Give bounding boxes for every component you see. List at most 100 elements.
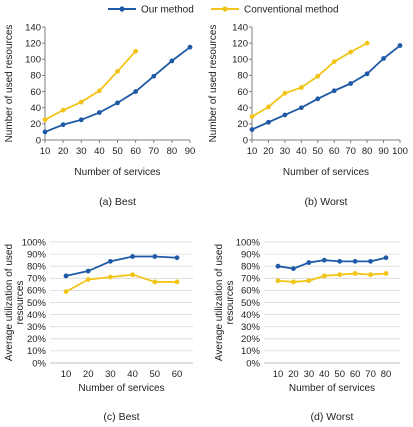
data-point-our-method — [383, 255, 389, 261]
data-point-our-method — [331, 88, 337, 94]
data-point-our-method — [321, 257, 327, 263]
x-tick-label: 90 — [185, 146, 196, 157]
data-point-our-method — [60, 122, 66, 128]
x-tick-label: 30 — [76, 146, 87, 157]
y-tick-label: 120 — [232, 38, 248, 49]
y-tick-label: 100% — [22, 237, 47, 248]
y-tick-label: 20 — [237, 119, 248, 130]
x-tick-label: 40 — [94, 146, 105, 157]
data-point-conventional-method — [282, 90, 288, 96]
x-tick-label: 30 — [304, 369, 315, 380]
data-point-our-method — [151, 73, 157, 79]
y-tick-label: 140 — [232, 22, 248, 33]
x-tick-label: 80 — [167, 146, 178, 157]
series-line-our-method — [251, 44, 401, 131]
data-point-conventional-method — [115, 68, 120, 74]
x-tick-label: 50 — [150, 369, 161, 380]
x-tick-label: 10 — [40, 146, 51, 157]
chart-panel-3: 0%10%20%30%40%50%60%70%80% 90%100% 10 20 30 4… — [214, 237, 400, 423]
y-tick-label: 80 — [30, 71, 41, 82]
data-point-conventional-method — [364, 40, 370, 46]
series-line-conventional-method — [65, 273, 177, 293]
y-tick-label: 90% — [27, 249, 47, 260]
y-tick-label: 50% — [241, 298, 261, 309]
legend: Our method Conventional method — [108, 5, 339, 16]
data-point-our-method — [85, 268, 91, 274]
series-line-our-method — [44, 46, 191, 133]
y-tick-label: 100% — [236, 237, 261, 248]
series-line-conventional-method — [44, 50, 137, 121]
y-tick-label: 80% — [241, 262, 261, 273]
data-point-conventional-method — [152, 279, 158, 285]
x-tick-label: 40 — [296, 146, 307, 157]
data-point-conventional-method — [368, 272, 373, 278]
x-tick-label: 30 — [105, 369, 116, 380]
y-tick-label: 60 — [237, 87, 248, 98]
data-point-conventional-method — [331, 59, 337, 65]
data-point-conventional-method — [321, 273, 327, 279]
x-tick-label: 30 — [280, 146, 291, 157]
data-point-our-method — [266, 119, 271, 125]
data-point-conventional-method — [348, 49, 354, 55]
x-tick-label: 60 — [350, 369, 361, 380]
data-point-conventional-method — [315, 73, 321, 79]
y-tick-label: 60 — [30, 87, 41, 98]
y-axis-label: Average utilization of usedresources — [4, 244, 26, 361]
y-tick-label: 50% — [27, 298, 47, 309]
y-axis-label: Average utilization of usedresources — [214, 244, 236, 361]
x-tick-label: 10 — [61, 369, 72, 380]
data-point-conventional-method — [337, 272, 343, 278]
data-point-our-method — [133, 89, 139, 94]
chart-caption: (d) Worst — [311, 411, 354, 423]
y-tick-label: 140 — [25, 22, 41, 33]
x-tick-label: 60 — [130, 146, 141, 157]
data-point-our-method — [282, 112, 288, 118]
y-tick-label: 90% — [241, 249, 261, 260]
chart-panel-0: 0 20 40 60 80 100 120 140 10 20 30 40 50 60 70 80 90 Numb… — [4, 22, 195, 208]
data-point-our-method — [130, 254, 136, 259]
x-axis-label: Number of services — [289, 383, 375, 394]
y-axis-label: Number of used resources — [208, 25, 219, 143]
y-tick-label: 40 — [30, 103, 41, 114]
x-tick-label: 70 — [345, 146, 356, 157]
data-point-conventional-method — [266, 104, 271, 110]
data-point-our-method — [187, 44, 193, 50]
series-line-our-method — [65, 255, 178, 277]
chart-panel-2: 0%10%20%30%40%50%60%70%80% 90%100% 10 20 30 4… — [4, 237, 193, 423]
chart-caption: (c) Best — [103, 411, 139, 423]
data-point-conventional-method — [108, 274, 113, 280]
x-tick-label: 60 — [172, 369, 183, 380]
x-tick-label: 10 — [273, 369, 284, 380]
x-tick-label: 80 — [381, 369, 392, 380]
chart-caption: (b) Worst — [305, 196, 348, 208]
x-tick-label: 40 — [127, 369, 138, 380]
data-point-conventional-method — [352, 271, 358, 276]
data-point-our-method — [78, 117, 84, 123]
data-point-our-method — [275, 263, 281, 269]
data-point-conventional-method — [133, 48, 139, 54]
data-point-our-method — [63, 273, 69, 279]
x-tick-label: 20 — [58, 146, 69, 157]
x-tick-label: 20 — [288, 369, 299, 380]
y-tick-label: 10% — [27, 346, 47, 357]
series-line-our-method — [277, 256, 387, 270]
data-point-our-method — [96, 110, 102, 115]
data-point-our-method — [108, 258, 113, 264]
y-axis-label-line: resources — [15, 281, 26, 325]
data-point-our-method — [306, 260, 312, 265]
data-point-our-method — [337, 258, 343, 264]
x-tick-label: 20 — [83, 369, 94, 380]
data-point-our-method — [397, 43, 403, 48]
series-line-conventional-method — [251, 42, 368, 118]
data-point-conventional-method — [383, 271, 389, 276]
y-tick-label: 40% — [27, 310, 47, 321]
data-point-our-method — [174, 255, 180, 261]
data-point-conventional-method — [130, 272, 136, 278]
x-axis-label: Number of services — [283, 167, 369, 178]
x-tick-label: 50 — [112, 146, 123, 157]
data-point-conventional-method — [275, 278, 281, 284]
x-axis-label: Number of services — [74, 167, 160, 178]
data-point-our-method — [352, 258, 358, 264]
